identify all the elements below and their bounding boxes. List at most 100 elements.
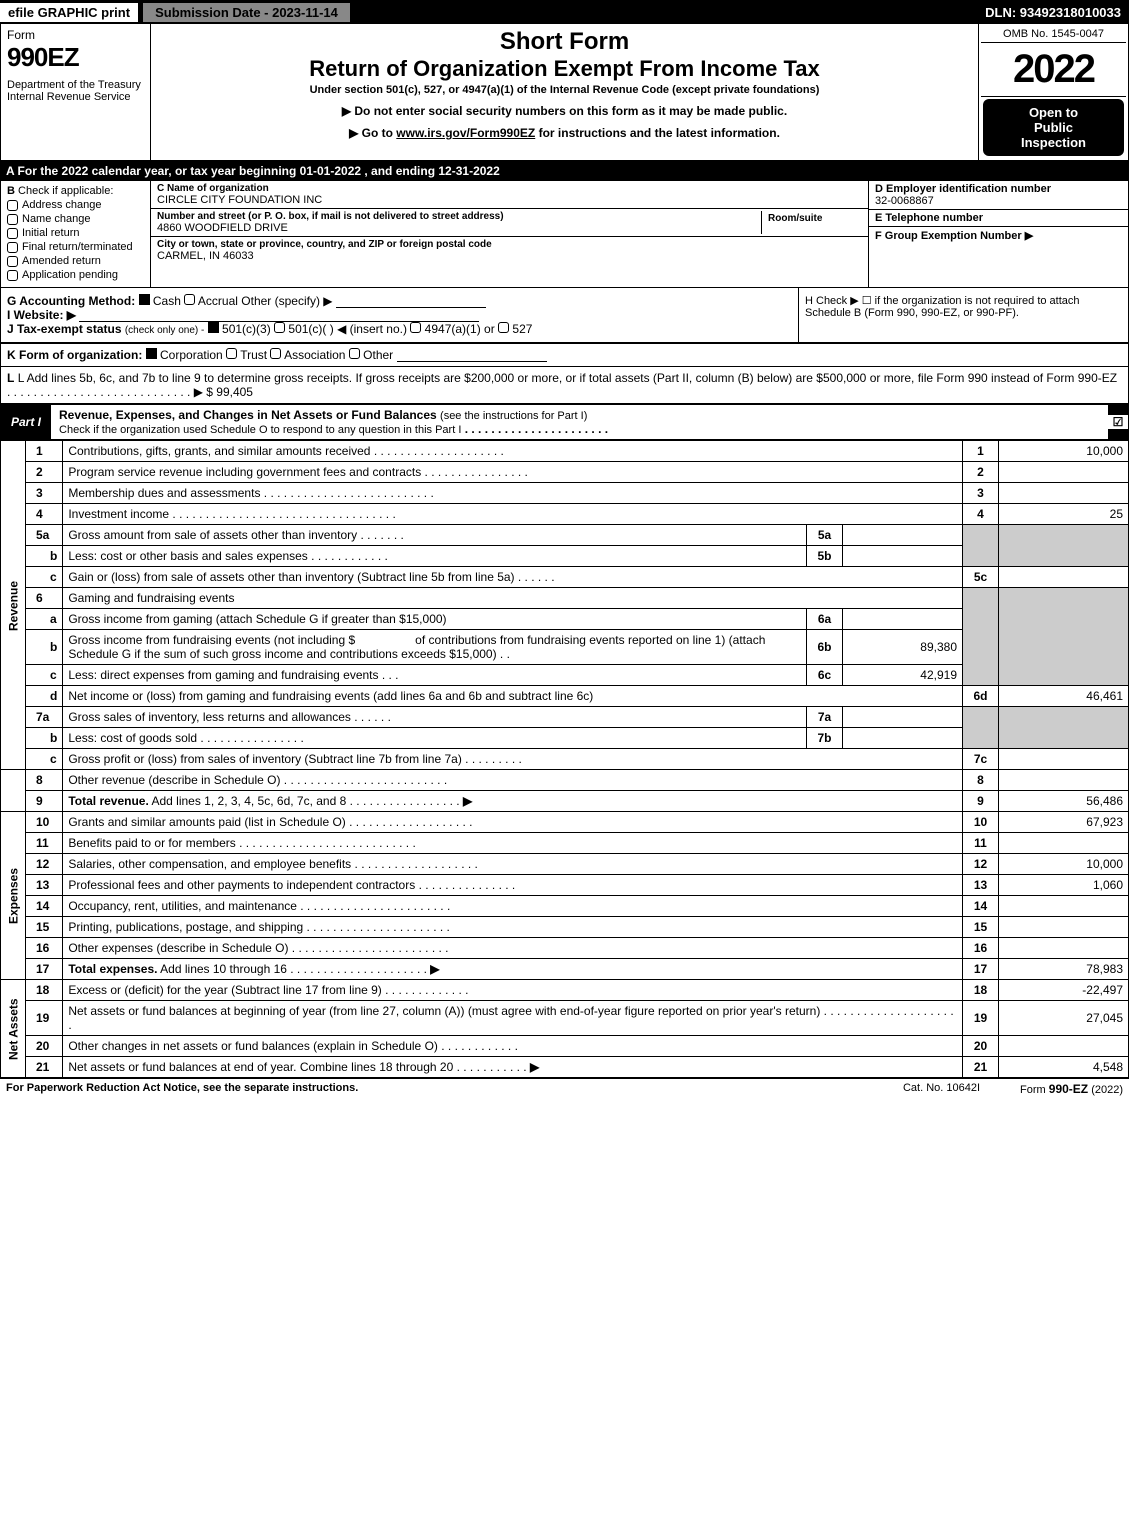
- row-19: 19 Net assets or fund balances at beginn…: [1, 1001, 1129, 1036]
- row-6c: c Less: direct expenses from gaming and …: [1, 665, 1129, 686]
- row-21: 21 Net assets or fund balances at end of…: [1, 1057, 1129, 1078]
- ln1-amt: 10,000: [999, 441, 1129, 462]
- section-bcd: B Check if applicable: Address change Na…: [0, 181, 1129, 288]
- phone-cell: E Telephone number: [869, 210, 1128, 227]
- ln5c-amt: [999, 567, 1129, 588]
- ln6d-ref: 6d: [963, 686, 999, 707]
- omb-number: OMB No. 1545-0047: [981, 26, 1126, 43]
- row-16: 16 Other expenses (describe in Schedule …: [1, 938, 1129, 959]
- part-i-title: Revenue, Expenses, and Changes in Net As…: [51, 405, 1108, 439]
- subtitle: Under section 501(c), 527, or 4947(a)(1)…: [159, 84, 970, 96]
- side-revenue: Revenue: [1, 441, 26, 770]
- ln5c-desc: Gain or (loss) from sale of assets other…: [68, 570, 514, 584]
- j-501c: 501(c)( ) ◀ (insert no.): [288, 322, 407, 336]
- ln14-amt: [999, 896, 1129, 917]
- ln15-ref: 15: [963, 917, 999, 938]
- phone-label: E Telephone number: [875, 212, 1122, 224]
- part-i-checkbox[interactable]: ☑: [1108, 415, 1128, 429]
- check-final-return[interactable]: Final return/terminated: [7, 241, 144, 253]
- check-amended[interactable]: Amended return: [7, 255, 144, 267]
- website-blank[interactable]: [79, 310, 479, 322]
- ln5a-sub: 5a: [807, 525, 843, 546]
- ln20-ref: 20: [963, 1036, 999, 1057]
- ssn-warning: ▶ Do not enter social security numbers o…: [159, 104, 970, 118]
- efile-label[interactable]: efile GRAPHIC print: [0, 3, 138, 22]
- ln19-desc: Net assets or fund balances at beginning…: [68, 1004, 820, 1018]
- ln10-no: 10: [26, 812, 63, 833]
- check-trust[interactable]: [226, 348, 237, 359]
- row-9: 9 Total revenue. Add lines 1, 2, 3, 4, 5…: [1, 791, 1129, 812]
- check-address-change[interactable]: Address change: [7, 199, 144, 211]
- ln4-desc: Investment income: [68, 507, 169, 521]
- ein-label: D Employer identification number: [875, 183, 1122, 195]
- ln6a-sv: [843, 609, 963, 630]
- other-blank[interactable]: [336, 296, 486, 308]
- check-assoc[interactable]: [270, 348, 281, 359]
- other-label: Other (specify) ▶: [241, 294, 332, 308]
- row-20: 20 Other changes in net assets or fund b…: [1, 1036, 1129, 1057]
- j-4947: 4947(a)(1) or: [425, 322, 495, 336]
- group-label: F Group Exemption Number ▶: [875, 229, 1122, 242]
- ln20-amt: [999, 1036, 1129, 1057]
- room-label: Room/suite: [768, 213, 856, 224]
- ln12-no: 12: [26, 854, 63, 875]
- section-gh: G Accounting Method: Cash Accrual Other …: [0, 288, 1129, 343]
- row-6a: a Gross income from gaming (attach Sched…: [1, 609, 1129, 630]
- ln19-ref: 19: [963, 1001, 999, 1036]
- header-center: Short Form Return of Organization Exempt…: [151, 24, 978, 160]
- ein-value: 32-0068867: [875, 195, 1122, 207]
- ln11-ref: 11: [963, 833, 999, 854]
- form-label: Form: [7, 28, 144, 42]
- grey-7-amt: [999, 707, 1129, 749]
- ln5a-sv: [843, 525, 963, 546]
- ln3-desc: Membership dues and assessments: [68, 486, 260, 500]
- row-18: Net Assets 18 Excess or (deficit) for th…: [1, 980, 1129, 1001]
- l-amount: $ 99,405: [206, 385, 253, 399]
- ln1-no: 1: [26, 441, 63, 462]
- row-2: 2 Program service revenue including gove…: [1, 462, 1129, 483]
- check-4947[interactable]: [410, 322, 421, 333]
- open-line3: Inspection: [985, 135, 1122, 150]
- ln7b-no: b: [26, 728, 63, 749]
- row-7c: c Gross profit or (loss) from sales of i…: [1, 749, 1129, 770]
- check-accrual[interactable]: [184, 294, 195, 305]
- k-other: Other: [363, 348, 393, 362]
- check-corp[interactable]: [146, 348, 157, 359]
- ln18-no: 18: [26, 980, 63, 1001]
- check-501c[interactable]: [274, 322, 285, 333]
- ln11-no: 11: [26, 833, 63, 854]
- short-form-title: Short Form: [159, 28, 970, 56]
- header-right: OMB No. 1545-0047 2022 Open to Public In…: [978, 24, 1128, 160]
- footer: For Paperwork Reduction Act Notice, see …: [0, 1078, 1129, 1099]
- ln12-amt: 10,000: [999, 854, 1129, 875]
- check-initial-return[interactable]: Initial return: [7, 227, 144, 239]
- ln5b-sv: [843, 546, 963, 567]
- ln18-amt: -22,497: [999, 980, 1129, 1001]
- ln9-ref: 9: [963, 791, 999, 812]
- check-application-pending[interactable]: Application pending: [7, 269, 144, 281]
- ln19-no: 19: [26, 1001, 63, 1036]
- k-other-blank[interactable]: [397, 350, 547, 362]
- ln7b-sub: 7b: [807, 728, 843, 749]
- j-501c3: 501(c)(3): [222, 322, 271, 336]
- form-header: Form 990EZ Department of the Treasury In…: [0, 24, 1129, 161]
- irs-link[interactable]: www.irs.gov/Form990EZ: [396, 126, 535, 140]
- city-label: City or town, state or province, country…: [157, 239, 862, 250]
- goto-pre: ▶ Go to: [349, 126, 396, 140]
- ln6d-amt: 46,461: [999, 686, 1129, 707]
- ln21-ref: 21: [963, 1057, 999, 1078]
- ln14-desc: Occupancy, rent, utilities, and maintena…: [68, 899, 297, 913]
- check-other-org[interactable]: [349, 348, 360, 359]
- row-11: 11 Benefits paid to or for members . . .…: [1, 833, 1129, 854]
- ein-cell: D Employer identification number 32-0068…: [869, 181, 1128, 210]
- ln4-amt: 25: [999, 504, 1129, 525]
- check-501c3[interactable]: [208, 322, 219, 333]
- ln6b-d1: Gross income from fundraising events (no…: [68, 633, 355, 647]
- main-title: Return of Organization Exempt From Incom…: [159, 56, 970, 82]
- check-527[interactable]: [498, 322, 509, 333]
- col-b: B Check if applicable: Address change Na…: [1, 181, 151, 287]
- check-cash[interactable]: [139, 294, 150, 305]
- ln15-desc: Printing, publications, postage, and shi…: [68, 920, 303, 934]
- ln9-amt: 56,486: [999, 791, 1129, 812]
- check-name-change[interactable]: Name change: [7, 213, 144, 225]
